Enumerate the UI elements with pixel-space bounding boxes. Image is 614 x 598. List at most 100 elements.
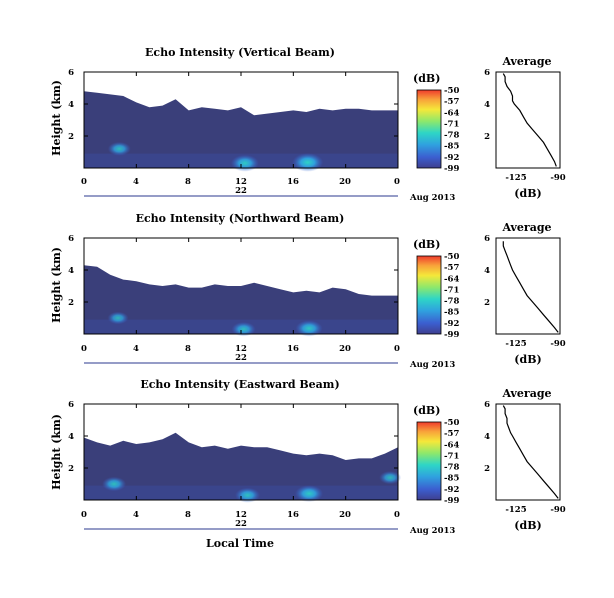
- colorbar-tick-label: -71: [444, 285, 459, 295]
- date-bar: 22 Aug 2013: [84, 353, 455, 370]
- avg-y-tick: 2: [484, 464, 490, 474]
- colorbar-tick-label: -50: [444, 252, 459, 262]
- avg-x-tick: -125: [505, 173, 526, 183]
- colorbar-gradient: [416, 255, 442, 335]
- colorbar-tick-label: -50: [444, 86, 459, 96]
- avg-y-tick: 2: [484, 132, 490, 142]
- colorbar-gradient: [416, 89, 442, 169]
- average-frame: [495, 403, 561, 501]
- plot-frame: [83, 403, 399, 501]
- avg-x-tick: -90: [550, 505, 565, 515]
- average-profile: Average 6 4 2 -125 -90 (dB): [484, 387, 566, 532]
- colorbar-tick-label: -85: [444, 474, 459, 484]
- colorbar-tick-label: -78: [444, 131, 459, 141]
- colorbar: (dB) -50-57-64-71 -78-85-92-99: [413, 404, 459, 506]
- x-tick-label: 12: [235, 510, 247, 520]
- average-title: Average: [501, 55, 551, 68]
- y-tick-label: 2: [68, 298, 74, 308]
- x-tick-label: 12: [235, 177, 247, 187]
- x-tick-label: 4: [133, 510, 139, 520]
- y-ticks: 6 4 2: [68, 400, 74, 474]
- y-tick-label: 4: [68, 266, 74, 276]
- y-ticks: 6 4 2: [68, 68, 74, 142]
- avg-y-tick: 4: [484, 432, 490, 442]
- avg-x-label: (dB): [514, 519, 541, 532]
- heatmap-area: [83, 403, 402, 503]
- colorbar-tick-label: -92: [444, 485, 459, 495]
- strong-echo-spot: [231, 322, 256, 337]
- strong-echo-spot: [102, 476, 127, 492]
- avg-y-tick: 2: [484, 298, 490, 308]
- y-tick-label: 6: [68, 400, 74, 410]
- panel-title: Echo Intensity (Vertical Beam): [145, 46, 335, 59]
- x-tick-label: 4: [133, 344, 139, 354]
- strong-echo-spot: [230, 154, 259, 172]
- average-frame: [495, 71, 561, 169]
- x-tick-label: 0: [394, 344, 400, 354]
- colorbar-tick-label: -85: [444, 308, 459, 318]
- colorbar-tick-label: -64: [444, 108, 459, 118]
- day-label: 22: [235, 186, 247, 196]
- x-tick-label: 0: [81, 510, 87, 520]
- x-tick-label: 16: [287, 344, 299, 354]
- colorbar-tick-label: -78: [444, 463, 459, 473]
- y-axis-label: Height (km): [50, 247, 63, 323]
- heatmap-area: [83, 71, 399, 172]
- colorbar-tick-label: -57: [444, 263, 459, 273]
- x-tick-label: 16: [287, 177, 299, 187]
- month-label: Aug 2013: [409, 193, 455, 203]
- month-label: Aug 2013: [409, 526, 455, 536]
- average-profile: Average 6 4 2 -125 -90 (dB): [484, 221, 566, 366]
- plot-frame: [83, 71, 399, 169]
- avg-y-tick: 4: [484, 100, 490, 110]
- x-tick-label: 4: [133, 177, 139, 187]
- x-tick-label: 12: [235, 344, 247, 354]
- y-tick-label: 6: [68, 68, 74, 78]
- x-tick-label: 0: [81, 177, 87, 187]
- y-tick-label: 4: [68, 432, 74, 442]
- colorbar-tick-label: -64: [444, 274, 459, 284]
- strong-echo-spot: [107, 141, 131, 156]
- x-tick-label: 20: [339, 177, 351, 187]
- avg-y-tick: 4: [484, 266, 490, 276]
- avg-x-tick: -90: [550, 339, 565, 349]
- colorbar-tick-label: -71: [444, 451, 459, 461]
- colorbar-tick-label: -78: [444, 297, 459, 307]
- panel-vertical: Echo Intensity (Vertical Beam) Height (k…: [50, 46, 566, 203]
- x-tick-label: 8: [185, 344, 191, 354]
- panel-title: Echo Intensity (Eastward Beam): [140, 378, 339, 391]
- x-tick-label: 8: [185, 510, 191, 520]
- day-label: 22: [235, 353, 247, 363]
- echo-region: [84, 265, 398, 334]
- colorbar-tick-label: -92: [444, 153, 459, 163]
- colorbar-tick-label: -99: [444, 330, 459, 340]
- date-bar: 22 Aug 2013 Local Time: [84, 519, 455, 550]
- month-label: Aug 2013: [409, 360, 455, 370]
- panel-title: Echo Intensity (Northward Beam): [136, 212, 345, 225]
- date-bar: 22 Aug 2013: [84, 186, 455, 203]
- x-ticks: 0 4 8 12 16 20 0: [81, 177, 400, 187]
- y-tick-label: 2: [68, 464, 74, 474]
- panel-northward: Echo Intensity (Northward Beam) Height (…: [50, 212, 566, 370]
- average-frame: [495, 237, 561, 335]
- avg-y-tick: 6: [484, 400, 490, 410]
- average-profile-line: [502, 241, 559, 333]
- avg-x-tick: -125: [505, 505, 526, 515]
- x-tick-label: 0: [394, 177, 400, 187]
- strong-echo-spot: [295, 320, 323, 337]
- echo-region: [84, 432, 398, 500]
- colorbar-unit: (dB): [413, 238, 440, 251]
- x-ticks: 0 4 8 12 16 20 0: [81, 510, 400, 520]
- colorbar-tick-label: -99: [444, 164, 459, 174]
- y-tick-label: 6: [68, 234, 74, 244]
- y-axis-label: Height (km): [50, 414, 63, 490]
- colorbar-tick-label: -64: [444, 440, 459, 450]
- colorbar-tick-label: -71: [444, 119, 459, 129]
- average-title: Average: [501, 387, 551, 400]
- x-axis-label: Local Time: [206, 537, 274, 550]
- x-ticks: 0 4 8 12 16 20 0: [81, 344, 400, 354]
- colorbar-tick-label: -50: [444, 418, 459, 428]
- strong-echo-spot: [292, 153, 324, 172]
- colorbar-tick-label: -85: [444, 142, 459, 152]
- average-profile-line: [502, 73, 557, 167]
